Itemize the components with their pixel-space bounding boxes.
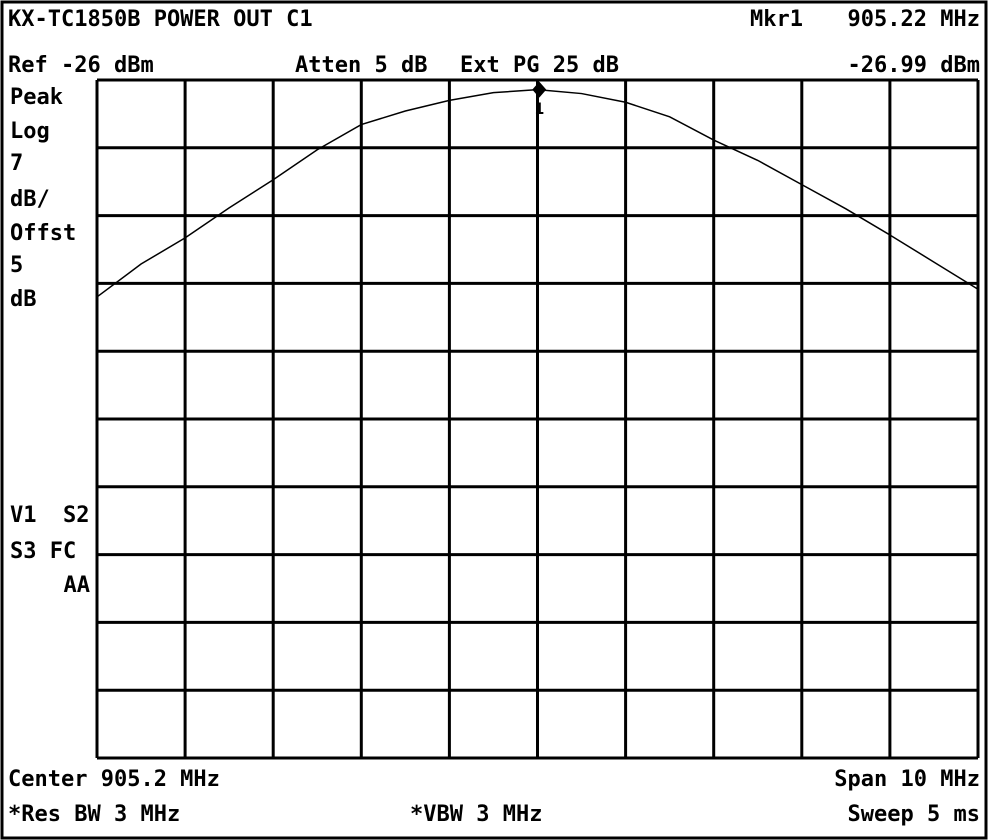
side-label: 5 [10,253,23,278]
side-label: V1 S2 [10,503,89,528]
side-label: Offst [10,221,76,246]
side-label: S3 FC [10,539,76,564]
atten: Atten 5 dB [295,53,427,78]
marker-tag: 1 [534,99,544,118]
marker [532,81,547,98]
side-label: Peak [10,85,63,110]
ref-level: Ref -26 dBm [8,53,154,78]
marker-x-label: 905.22 MHz [848,7,980,32]
marker-name: Mkr1 [750,7,803,32]
chart-title: KX-TC1850B POWER OUT C1 [8,7,313,32]
side-label: Log [10,119,50,144]
side-label: 7 [10,151,23,176]
marker-y-label: -26.99 dBm [848,53,980,78]
vbw: *VBW 3 MHz [410,802,542,827]
ext-pg: Ext PG 25 dB [460,53,619,78]
side-label: dB/ [10,187,50,212]
center-freq: Center 905.2 MHz [8,767,220,792]
side-label: dB [10,287,37,312]
res-bw: *Res BW 3 MHz [8,802,180,827]
sweep: Sweep 5 ms [848,802,980,827]
side-label: AA [64,573,91,598]
span: Span 10 MHz [834,767,980,792]
